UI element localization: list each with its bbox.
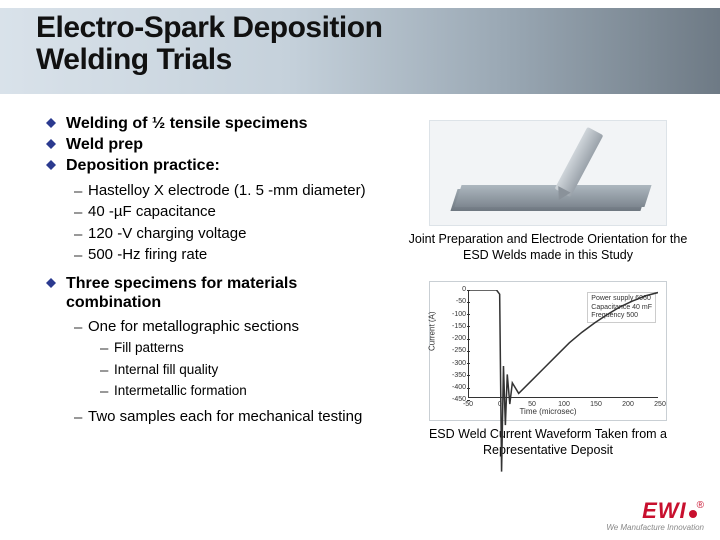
- ewi-logo: EWI ®: [642, 500, 704, 523]
- subsub-3-text: Intermetallic formation: [114, 382, 247, 400]
- sub-1-text: Hastelloy X electrode (1. 5 -mm diameter…: [88, 182, 366, 201]
- content-left: Welding of ½ tensile specimens Weld prep…: [46, 114, 376, 429]
- xtick: 200: [622, 401, 634, 408]
- xtick: 250: [654, 401, 666, 408]
- xtick: -50: [463, 401, 473, 408]
- title-line-1: Electro-Spark Deposition: [36, 11, 382, 44]
- sub-5-text: One for metallographic sections: [88, 318, 299, 337]
- diamond-icon: [46, 118, 56, 128]
- sub-2-text: 40 -µF capacitance: [88, 203, 216, 222]
- slide: { "title_line1": "Electro-Spark Depositi…: [0, 0, 720, 540]
- ytick: -300: [444, 360, 466, 367]
- xtick: 50: [528, 401, 536, 408]
- xtick: 0: [498, 401, 502, 408]
- subsub-2-text: Internal fill quality: [114, 361, 218, 379]
- sub-4-text: 500 -Hz firing rate: [88, 246, 207, 265]
- bullet-3-text: Deposition practice:: [66, 156, 220, 175]
- figure-2-chart: Current (A) Time (microsec) Power supply…: [429, 281, 667, 421]
- ewi-logo-text: EWI: [642, 498, 687, 523]
- bullet-3: Deposition practice:: [46, 156, 376, 175]
- diamond-icon: [46, 160, 56, 170]
- figure-1-caption: Joint Preparation and Electrode Orientat…: [398, 232, 698, 263]
- slide-title: Electro-Spark Deposition Welding Trials: [36, 12, 382, 75]
- ewi-dot-icon: [689, 510, 697, 518]
- bullet-4: Three specimens for materials combinatio…: [46, 274, 376, 312]
- sub-6-text: Two samples each for mechanical testing: [88, 408, 362, 427]
- ytick: -200: [444, 335, 466, 342]
- ytick: -50: [444, 298, 466, 305]
- sub-1: –Hastelloy X electrode (1. 5 -mm diamete…: [46, 182, 376, 202]
- diamond-icon: [46, 139, 56, 149]
- footer-logo: EWI ® We Manufacture Innovation: [606, 500, 704, 532]
- ytick: -150: [444, 323, 466, 330]
- ytick: -400: [444, 384, 466, 391]
- sub-6: –Two samples each for mechanical testing: [46, 408, 376, 428]
- ytick: -350: [444, 372, 466, 379]
- bullet-2-text: Weld prep: [66, 135, 143, 154]
- bullet-4-text: Three specimens for materials combinatio…: [66, 274, 376, 312]
- sub-2: –40 -µF capacitance: [46, 203, 376, 223]
- subsub-1: –Fill patterns: [46, 339, 376, 359]
- subsub-2: –Internal fill quality: [46, 361, 376, 381]
- ytick: -100: [444, 311, 466, 318]
- sub-3: –120 -V charging voltage: [46, 225, 376, 245]
- ytick: 0: [444, 286, 466, 293]
- xtick: 100: [558, 401, 570, 408]
- bullet-2: Weld prep: [46, 135, 376, 154]
- sub-5: –One for metallographic sections: [46, 318, 376, 338]
- xtick: 150: [590, 401, 602, 408]
- subsub-3: –Intermetallic formation: [46, 382, 376, 402]
- figure-1: [429, 120, 667, 226]
- bullet-1-text: Welding of ½ tensile specimens: [66, 114, 308, 133]
- diamond-icon: [46, 278, 56, 288]
- ewi-tagline: We Manufacture Innovation: [606, 523, 704, 532]
- bullet-1: Welding of ½ tensile specimens: [46, 114, 376, 133]
- ewi-registered: ®: [697, 500, 704, 511]
- ytick: -250: [444, 347, 466, 354]
- chart-ylabel: Current (A): [428, 312, 437, 352]
- title-line-2: Welding Trials: [36, 43, 232, 76]
- sub-3-text: 120 -V charging voltage: [88, 225, 246, 244]
- chart-curve: [468, 290, 658, 480]
- sub-4: –500 -Hz firing rate: [46, 246, 376, 266]
- subsub-1-text: Fill patterns: [114, 339, 184, 357]
- right-column: Joint Preparation and Electrode Orientat…: [398, 120, 698, 477]
